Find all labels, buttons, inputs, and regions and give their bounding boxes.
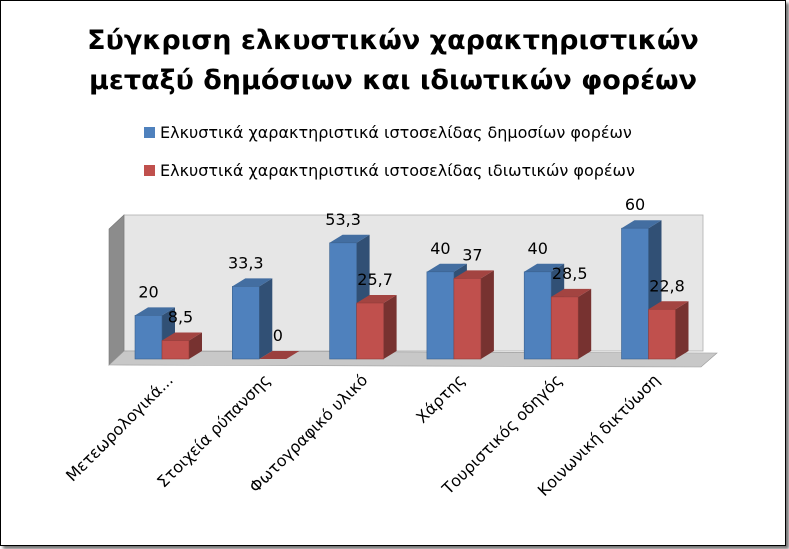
bar-series — [134, 220, 689, 360]
bar-flat — [259, 351, 300, 359]
bar-top — [162, 332, 202, 341]
data-label-private-0: 8,5 — [168, 307, 193, 326]
data-label-public-2: 53,3 — [325, 210, 361, 229]
data-label-public-5: 60 — [625, 195, 645, 214]
bar-front — [329, 242, 357, 360]
data-label-private-1: 0 — [273, 326, 283, 345]
bar-top — [135, 307, 175, 316]
plot-area — [108, 214, 718, 368]
bar-private-3 — [453, 270, 494, 360]
back-wall — [123, 214, 704, 352]
data-label-public-4: 40 — [528, 239, 548, 258]
category-label-0: Μετεωρολογικά... — [62, 370, 177, 485]
bar-front — [453, 278, 482, 360]
chart-title-line-2: μεταξύ δημόσιων και ιδιωτικών φορέων — [89, 65, 697, 96]
legend-label-public: Ελκυστικά χαρακτηριστικά ιστοσελίδας δημ… — [160, 123, 632, 142]
side-wall — [108, 214, 125, 366]
bar-front — [134, 315, 163, 360]
bar-side — [259, 278, 273, 359]
category-label-3: Χάρτης — [412, 370, 468, 426]
bar-top — [551, 288, 592, 297]
category-axis-labels: Μετεωρολογικά...Στοιχεία ρύπανσηςΦωτογρα… — [62, 370, 663, 500]
bar-top — [524, 263, 565, 272]
data-label-public-1: 33,3 — [228, 253, 264, 272]
bar-front — [621, 227, 649, 360]
bar-front — [161, 340, 190, 360]
bar-top — [356, 294, 397, 303]
data-label-private-3: 37 — [462, 245, 482, 264]
data-label-public-0: 20 — [138, 282, 158, 301]
legend-swatch-private — [144, 165, 155, 176]
bar-top — [329, 234, 370, 243]
chart-title: Σύγκριση ελκυστικών χαρακτηριστικών μετα… — [87, 25, 699, 96]
chart-title-line-1: Σύγκριση ελκυστικών χαρακτηριστικών — [87, 25, 699, 56]
bar-side — [480, 270, 494, 359]
bar-top — [232, 278, 273, 287]
legend-label-private: Ελκυστικά χαρακτηριστικά ιστοσελίδας ιδι… — [160, 161, 635, 180]
chart-legend: Ελκυστικά χαρακτηριστικά ιστοσελίδας δημ… — [144, 123, 635, 180]
data-label-private-5: 22,8 — [649, 276, 685, 295]
bar-public-1 — [232, 278, 273, 360]
data-label-private-2: 25,7 — [357, 270, 393, 289]
bar-top — [453, 270, 494, 279]
bar-front — [648, 308, 676, 360]
bar-front — [550, 296, 579, 360]
bar-front — [232, 286, 260, 360]
bar-private-4 — [550, 288, 592, 360]
bar-private-0 — [161, 332, 202, 360]
bar-front — [523, 271, 552, 360]
legend-swatch-public — [144, 127, 155, 138]
bar-front — [426, 271, 455, 360]
bar-private-1 — [259, 351, 300, 359]
data-label-public-3: 40 — [430, 239, 450, 258]
bar-side — [675, 301, 689, 359]
bar-public-2 — [329, 234, 370, 360]
bar-private-5 — [648, 301, 689, 360]
bar-private-2 — [356, 294, 397, 360]
bar-side — [578, 288, 592, 359]
bar-top — [648, 301, 689, 310]
bar-public-5 — [621, 220, 662, 360]
bar-side — [189, 332, 202, 359]
data-label-private-4: 28,5 — [552, 264, 588, 283]
bar-side — [383, 294, 397, 359]
bar-top — [426, 263, 467, 272]
bar-front — [356, 302, 384, 360]
bar-top — [621, 220, 662, 229]
